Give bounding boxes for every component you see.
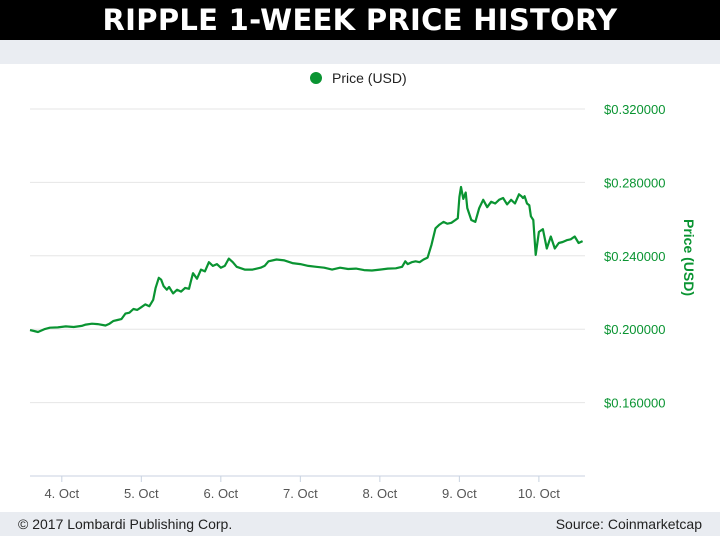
x-tick-label: 5. Oct [124,486,159,501]
x-tick-label: 8. Oct [363,486,398,501]
x-tick-label: 4. Oct [44,486,79,501]
grid-lines [30,108,585,404]
x-tick-label: 7. Oct [283,486,318,501]
footer: © 2017 Lombardi Publishing Corp. Source:… [0,512,720,536]
y-tick-label: $0.160000 [604,396,665,411]
x-tick-label: 9. Oct [442,486,477,501]
y-axis-title: Price (USD) [681,219,697,296]
source-text: Source: Coinmarketcap [555,516,702,532]
legend-marker-icon [310,72,322,84]
x-tick-label: 10. Oct [518,486,560,501]
series-line-price[interactable] [29,185,584,334]
price-chart: Price (USD) $0.160000$0.200000$0.240000$… [29,70,697,501]
x-tick-label: 6. Oct [203,486,238,501]
y-tick-label: $0.200000 [604,322,665,337]
legend-label: Price (USD) [332,70,407,86]
y-axis-ticks: $0.160000 $0.200000 $0.240000 $0.280000 $0.3… [604,102,665,411]
y-tick-label: $0.320000 [604,102,665,117]
copyright-text: © 2017 Lombardi Publishing Corp. [18,516,233,532]
y-tick-label: $0.280000 [604,175,665,190]
chart-title: RIPPLE 1-WEEK PRICE HISTORY [0,0,720,40]
y-tick-label: $0.240000 [604,249,665,264]
chart-area: Price (USD) $0.160000 $0.200000 $0.240000 $… [0,64,720,512]
x-axis-ticks: 4. Oct 5. Oct 6. Oct 7. Oct 8. Oct 9. Oct 10. … [44,476,560,501]
header-band [0,40,720,64]
legend[interactable]: Price (USD) [310,70,407,86]
